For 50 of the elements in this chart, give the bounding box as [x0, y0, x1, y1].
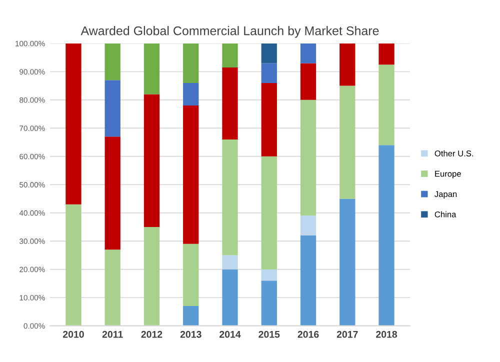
bar — [340, 198, 356, 326]
bar — [104, 136, 120, 250]
bar — [222, 67, 238, 140]
bar — [300, 100, 316, 216]
bar — [378, 43, 394, 65]
bar — [144, 43, 160, 94]
x-tick-label: 2014 — [220, 330, 241, 338]
bar — [300, 63, 316, 100]
bar — [66, 204, 82, 326]
x-tick-label: 2010 — [63, 330, 84, 338]
bar — [222, 139, 238, 256]
bar — [183, 306, 199, 326]
bar — [183, 244, 199, 306]
x-tick-label: 2017 — [336, 330, 358, 338]
bar — [183, 43, 199, 83]
legend-label: China — [434, 211, 456, 218]
x-tick-label: 2011 — [102, 330, 123, 338]
bar — [261, 63, 277, 83]
x-tick-label: 2013 — [180, 330, 202, 338]
bar — [104, 250, 120, 326]
bar — [104, 43, 120, 80]
bar — [183, 82, 199, 106]
legend-label: Japan — [434, 191, 457, 199]
bar — [144, 226, 160, 326]
legend-label: Other U.S. — [434, 150, 474, 156]
bar — [183, 106, 199, 244]
bar — [104, 80, 120, 137]
bar — [261, 156, 277, 270]
legend-label: Europe — [435, 170, 461, 178]
bar — [222, 255, 238, 270]
bar — [261, 280, 277, 326]
x-tick-label: 2015 — [258, 330, 280, 338]
bar — [378, 64, 394, 146]
bar — [300, 216, 316, 236]
bar — [300, 235, 316, 326]
bar — [222, 269, 238, 326]
x-tick-label: 2012 — [141, 330, 162, 338]
bar — [261, 43, 277, 64]
bar — [378, 145, 394, 326]
bar — [222, 43, 238, 68]
bar — [66, 43, 82, 204]
bar — [144, 94, 160, 227]
chart-title: Awarded Global Commercial Launch by Market Share — [80, 26, 379, 38]
x-tick-label: 2016 — [298, 330, 319, 338]
bar — [340, 86, 356, 199]
bar — [340, 43, 356, 86]
bar — [261, 82, 277, 156]
bar — [261, 269, 277, 281]
x-tick-label: 2018 — [376, 330, 398, 338]
bar — [300, 43, 316, 64]
